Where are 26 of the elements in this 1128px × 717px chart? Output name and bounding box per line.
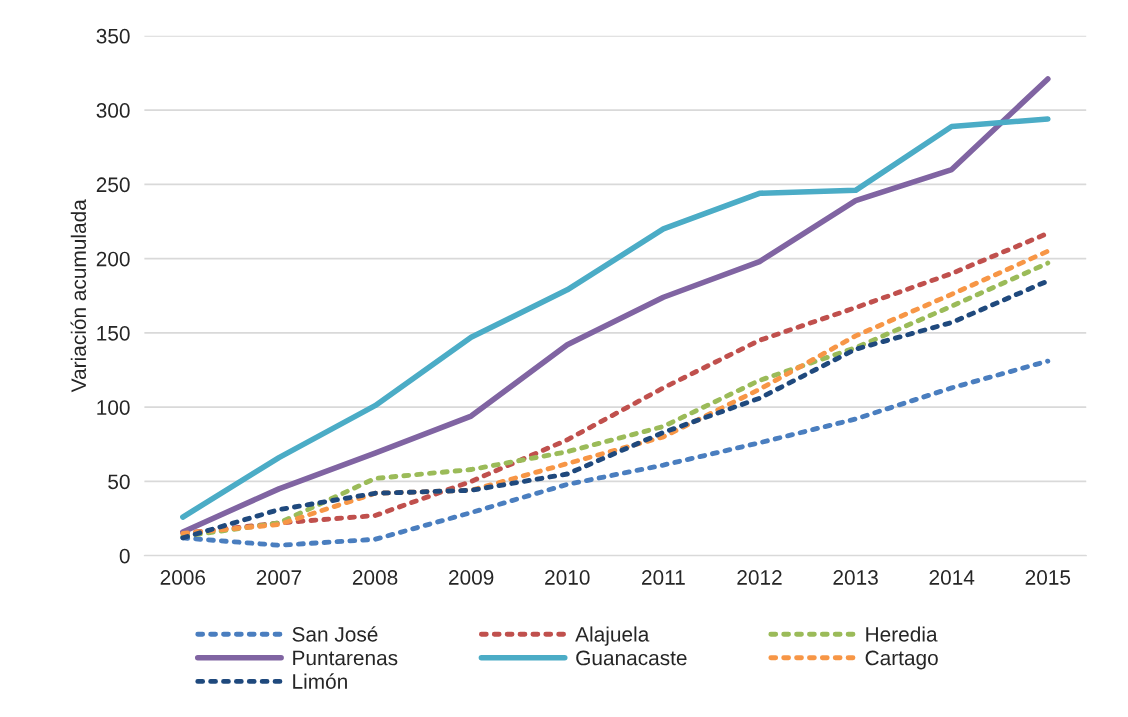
legend-label: Cartago	[865, 650, 938, 670]
x-tick-label: 2006	[160, 570, 206, 585]
x-tick-label: 2007	[256, 570, 302, 585]
y-tick-label: 350	[96, 28, 130, 44]
x-tick-label: 2013	[833, 570, 878, 585]
x-tick-label: 2015	[1025, 570, 1071, 585]
legend-label: Puntarenas	[293, 650, 398, 666]
y-tick-label: 50	[108, 474, 130, 490]
x-tick-label: 2009	[449, 570, 494, 585]
x-tick-label: 2012	[737, 570, 782, 585]
legend-label: Alajuela	[575, 626, 650, 646]
x-tick-label: 2011	[642, 570, 685, 585]
y-tick-label: 0	[119, 548, 130, 564]
legend-label: Limón	[293, 673, 347, 689]
y-tick-label: 150	[97, 325, 130, 341]
y-axis-title: Variación acumulada	[70, 199, 87, 393]
x-tick-label: 2008	[352, 570, 398, 585]
legend-label: San José	[292, 626, 378, 642]
legend-label: Heredia	[866, 626, 938, 642]
legend-label: Guanacaste	[576, 650, 687, 666]
y-tick-label: 200	[96, 251, 130, 267]
y-tick-label: 100	[97, 400, 130, 415]
y-tick-label: 300	[96, 103, 130, 118]
y-tick-label: 250	[96, 177, 130, 193]
x-tick-label: 2010	[545, 570, 590, 585]
x-tick-label: 2014	[929, 570, 975, 585]
